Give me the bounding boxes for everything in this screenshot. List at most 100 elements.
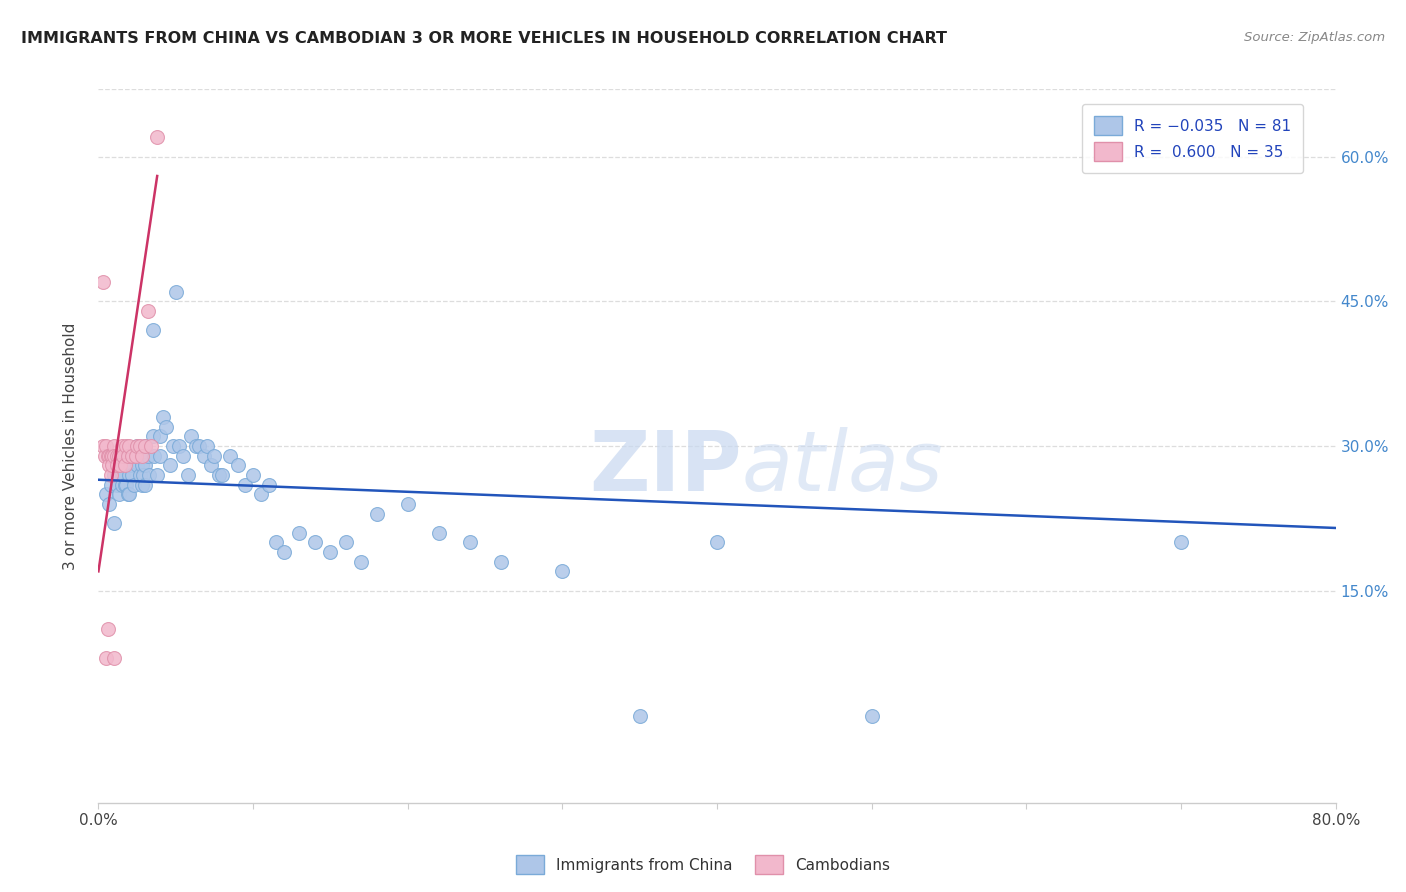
Point	[1170, 535, 1192, 549]
Point	[489, 555, 512, 569]
Point	[149, 429, 172, 443]
Point	[117, 449, 139, 463]
Point	[118, 449, 141, 463]
Point	[396, 497, 419, 511]
Point	[100, 449, 122, 463]
Point	[97, 449, 120, 463]
Point	[91, 275, 114, 289]
Point	[100, 477, 122, 491]
Point	[226, 458, 249, 473]
Point	[121, 449, 143, 463]
Point	[266, 535, 288, 549]
Point	[101, 458, 124, 473]
Point	[107, 487, 129, 501]
Point	[136, 449, 159, 463]
Point	[103, 449, 125, 463]
Point	[250, 487, 273, 501]
Point	[114, 458, 136, 473]
Point	[204, 449, 226, 463]
Point	[97, 622, 120, 636]
Point	[219, 449, 242, 463]
Point	[111, 467, 134, 482]
Point	[208, 467, 231, 482]
Point	[152, 410, 174, 425]
Point	[350, 555, 373, 569]
Point	[180, 429, 202, 443]
Point	[142, 429, 165, 443]
Point	[242, 467, 264, 482]
Point	[162, 439, 184, 453]
Point	[188, 439, 211, 453]
Text: atlas: atlas	[742, 427, 943, 508]
Point	[146, 467, 169, 482]
Point	[114, 477, 136, 491]
Point	[98, 449, 121, 463]
Point	[132, 467, 155, 482]
Point	[143, 449, 166, 463]
Legend: R = −0.035   N = 81, R =  0.600   N = 35: R = −0.035 N = 81, R = 0.600 N = 35	[1083, 104, 1303, 173]
Point	[427, 525, 450, 540]
Point	[129, 439, 152, 453]
Point	[142, 323, 165, 337]
Point	[96, 439, 118, 453]
Point	[134, 439, 156, 453]
Point	[111, 477, 134, 491]
Point	[193, 449, 215, 463]
Point	[117, 487, 139, 501]
Point	[105, 458, 128, 473]
Point	[105, 467, 128, 482]
Point	[146, 130, 169, 145]
Point	[131, 477, 153, 491]
Point	[319, 545, 342, 559]
Point	[706, 535, 728, 549]
Point	[112, 467, 135, 482]
Point	[288, 525, 311, 540]
Point	[131, 458, 153, 473]
Point	[118, 487, 141, 501]
Point	[105, 449, 128, 463]
Point	[159, 458, 181, 473]
Point	[103, 467, 125, 482]
Point	[211, 467, 233, 482]
Point	[139, 439, 162, 453]
Point	[184, 439, 207, 453]
Point	[165, 285, 187, 299]
Point	[173, 449, 195, 463]
Point	[115, 477, 138, 491]
Point	[155, 419, 177, 434]
Point	[115, 439, 138, 453]
Point	[98, 497, 121, 511]
Text: Source: ZipAtlas.com: Source: ZipAtlas.com	[1244, 31, 1385, 45]
Point	[103, 516, 125, 530]
Point	[118, 467, 141, 482]
Point	[134, 439, 156, 453]
Point	[304, 535, 326, 549]
Point	[167, 439, 190, 453]
Point	[107, 449, 129, 463]
Point	[121, 449, 143, 463]
Point	[134, 458, 156, 473]
Point	[138, 467, 160, 482]
Point	[128, 449, 150, 463]
Point	[860, 709, 883, 723]
Point	[273, 545, 295, 559]
Point	[111, 458, 134, 473]
Point	[121, 467, 143, 482]
Point	[127, 458, 149, 473]
Point	[551, 565, 574, 579]
Point	[105, 477, 128, 491]
Point	[111, 439, 134, 453]
Point	[112, 449, 135, 463]
Point	[235, 477, 257, 491]
Point	[122, 477, 145, 491]
Point	[257, 477, 280, 491]
Point	[134, 477, 156, 491]
Point	[129, 467, 152, 482]
Point	[93, 449, 115, 463]
Point	[108, 458, 131, 473]
Point	[628, 709, 651, 723]
Point	[458, 535, 481, 549]
Point	[127, 439, 149, 453]
Point	[120, 458, 142, 473]
Point	[115, 458, 138, 473]
